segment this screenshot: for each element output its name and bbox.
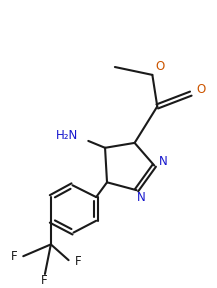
Text: F: F [11, 250, 18, 263]
Text: F: F [41, 274, 47, 287]
Text: F: F [75, 255, 82, 268]
Text: O: O [196, 83, 205, 96]
Text: N: N [137, 191, 146, 204]
Text: N: N [159, 155, 168, 168]
Text: O: O [156, 60, 165, 73]
Text: H₂N: H₂N [56, 130, 78, 143]
